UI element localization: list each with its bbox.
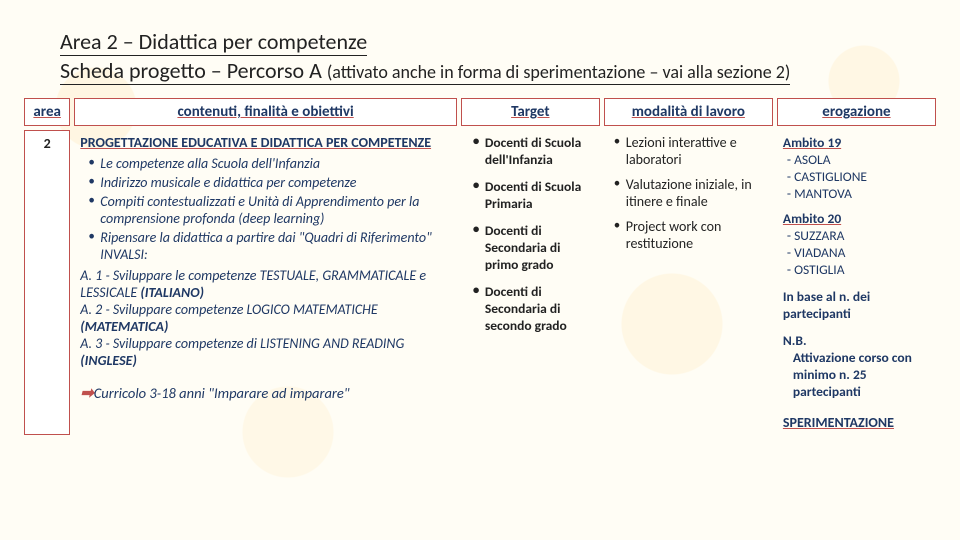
contenuti-item: Le competenze alla Scuola dell'Infanzia — [88, 155, 451, 172]
contenuti-a2: A. 2 - Sviluppare competenze LOGICO MATE… — [80, 301, 451, 335]
target-item: Docenti di Scuola Primaria — [473, 178, 594, 212]
modalita-cell: Lezioni interattive e laboratori Valutaz… — [604, 130, 773, 435]
title-line-2: Scheda progetto – Percorso A (attivato a… — [60, 57, 940, 84]
area-number: 2 — [24, 130, 70, 435]
loc: - SUZZARA — [787, 227, 930, 244]
header-contenuti: contenuti, finalità e obiettivi — [74, 98, 457, 126]
modalita-item: Valutazione iniziale, in itinere e final… — [614, 176, 767, 210]
contenuti-cell: PROGETTAZIONE EDUCATIVA E DIDATTICA PER … — [74, 130, 457, 435]
nb-label: N.B. — [783, 332, 930, 349]
contenuti-a1: A. 1 - Sviluppare le competenze TESTUALE… — [80, 267, 451, 301]
contenuti-item: Ripensare la didattica a partire dai "Qu… — [88, 229, 451, 263]
loc: - CASTIGLIONE — [787, 168, 930, 185]
contenuti-item: Compiti contestualizzati e Unità di Appr… — [88, 193, 451, 227]
content-table: area contenuti, finalità e obiettivi Tar… — [20, 94, 940, 439]
curricolo: ➡Curricolo 3-18 anni "Imparare ad impara… — [80, 383, 451, 403]
contenuti-head: PROGETTAZIONE EDUCATIVA E DIDATTICA PER … — [80, 134, 451, 151]
title-line-1: Area 2 – Didattica per competenze — [60, 28, 940, 55]
ambito-19: Ambito 19 — [783, 134, 930, 151]
arrow-icon: ➡ — [80, 384, 93, 403]
header-area: area — [24, 98, 70, 126]
header-erogazione: erogazione — [777, 98, 936, 126]
loc: - ASOLA — [787, 151, 930, 168]
contenuti-item: Indirizzo musicale e didattica per compe… — [88, 174, 451, 191]
loc: - OSTIGLIA — [787, 261, 930, 278]
nb-text: Attivazione corso con minimo n. 25 parte… — [783, 349, 930, 400]
sperimentazione: SPERIMENTAZIONE — [783, 414, 930, 431]
loc: - VIADANA — [787, 244, 930, 261]
target-item: Docenti di Secondaria di primo grado — [473, 222, 594, 273]
base-note: In base al n. dei partecipanti — [783, 288, 930, 322]
contenuti-a3: A. 3 - Sviluppare competenze di LISTENIN… — [80, 335, 451, 369]
modalita-item: Lezioni interattive e laboratori — [614, 134, 767, 168]
modalita-item: Project work con restituzione — [614, 218, 767, 252]
target-item: Docenti di Scuola dell'Infanzia — [473, 134, 594, 168]
contenuti-list: Le competenze alla Scuola dell'Infanzia … — [80, 155, 451, 263]
target-item: Docenti di Secondaria di secondo grado — [473, 283, 594, 334]
loc: - MANTOVA — [787, 185, 930, 202]
ambito-20: Ambito 20 — [783, 210, 930, 227]
target-cell: Docenti di Scuola dell'Infanzia Docenti … — [461, 130, 600, 435]
header-modalita: modalità di lavoro — [604, 98, 773, 126]
header-target: Target — [461, 98, 600, 126]
erogazione-cell: Ambito 19 - ASOLA - CASTIGLIONE - MANTOV… — [777, 130, 936, 435]
